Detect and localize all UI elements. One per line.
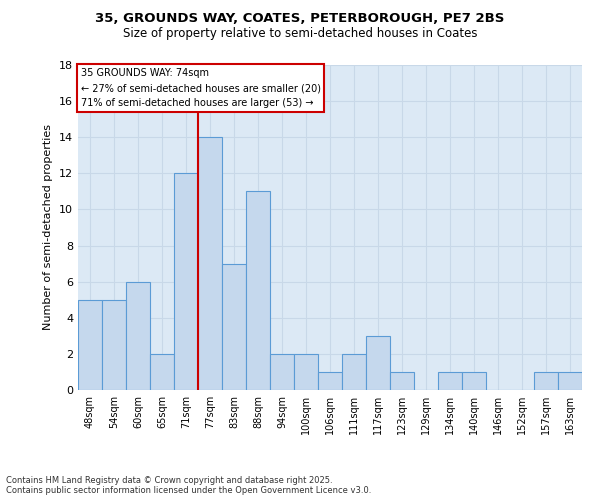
Bar (102, 300, 126, 390)
Bar (462, 372, 486, 390)
Text: Contains HM Land Registry data © Crown copyright and database right 2025.
Contai: Contains HM Land Registry data © Crown c… (6, 476, 371, 495)
Bar (198, 137, 222, 390)
Bar (78, 300, 102, 390)
Bar (318, 372, 342, 390)
Bar (150, 354, 174, 390)
Bar (342, 354, 366, 390)
Bar (558, 372, 582, 390)
Bar (438, 372, 462, 390)
Bar (270, 354, 294, 390)
Bar (366, 336, 390, 390)
Bar (126, 282, 150, 390)
Text: Size of property relative to semi-detached houses in Coates: Size of property relative to semi-detach… (123, 28, 477, 40)
Bar (246, 192, 270, 390)
Text: 35 GROUNDS WAY: 74sqm
← 27% of semi-detached houses are smaller (20)
71% of semi: 35 GROUNDS WAY: 74sqm ← 27% of semi-deta… (80, 68, 320, 108)
Bar (390, 372, 414, 390)
Bar (174, 174, 198, 390)
Bar (222, 264, 246, 390)
Text: 35, GROUNDS WAY, COATES, PETERBOROUGH, PE7 2BS: 35, GROUNDS WAY, COATES, PETERBOROUGH, P… (95, 12, 505, 26)
Bar (534, 372, 558, 390)
Bar (294, 354, 318, 390)
Y-axis label: Number of semi-detached properties: Number of semi-detached properties (43, 124, 53, 330)
